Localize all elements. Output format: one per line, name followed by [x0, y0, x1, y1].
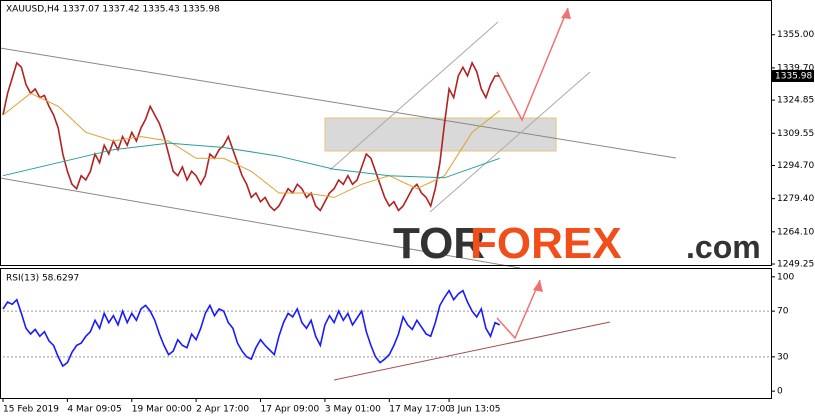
- x-tick-label: 2 Apr 17:00: [196, 405, 249, 415]
- series-line: [2, 60, 500, 212]
- y-tick-label: 1264.10: [777, 227, 814, 237]
- price-label: 1335.98: [775, 71, 812, 81]
- chart-title: XAUUSD,H4 1337.07 1337.42 1335.43 1335.9…: [6, 5, 220, 15]
- y-tick-label: 1279.40: [777, 194, 814, 204]
- arrow-head: [533, 280, 543, 292]
- y-tick-label: 1294.70: [777, 161, 814, 171]
- panel-border: [0, 268, 772, 399]
- x-tick-label: 3 May 01:00: [325, 405, 381, 415]
- arrow-head: [561, 8, 571, 19]
- y-tick-label: 100: [777, 272, 794, 282]
- annotations: [0, 7, 677, 381]
- channel-line: [0, 177, 521, 269]
- x-tick-label: 3 Jun 13:05: [449, 405, 500, 415]
- forecast-arrow: [496, 7, 569, 122]
- y-tick-label: 1339.70: [777, 63, 814, 73]
- channel-line: [0, 47, 677, 159]
- y-tick-label: 1309.55: [777, 129, 814, 139]
- y-tick-label: 1355.00: [777, 30, 814, 40]
- series-line: [2, 142, 500, 179]
- chart-title: RSI(13) 58.6297: [6, 274, 79, 284]
- forecast-arrow: [496, 279, 541, 340]
- watermark: TOR: [393, 219, 485, 268]
- y-tick-label: 1324.85: [777, 96, 814, 106]
- series-line: [2, 92, 501, 198]
- rsi-trendline: [333, 321, 611, 381]
- x-tick-label: 4 Mar 09:05: [67, 405, 121, 415]
- y-tick-label: 0: [777, 387, 783, 397]
- y-tick-label: 1249.25: [777, 260, 814, 270]
- x-tick-label: 15 Feb 2019: [3, 405, 59, 415]
- y-tick-label: 70: [777, 307, 789, 317]
- zone-box: [324, 117, 557, 152]
- channel-line: [429, 71, 591, 213]
- price-label-bg: [772, 69, 814, 82]
- series-line: [2, 289, 501, 368]
- x-tick-label: 19 Mar 00:00: [132, 405, 192, 415]
- watermark: .com: [686, 229, 761, 265]
- y-tick-label: 30: [777, 352, 789, 362]
- watermark: FOREX: [470, 219, 622, 268]
- channel-line: [329, 21, 499, 171]
- x-tick-label: 17 Apr 09:00: [261, 405, 320, 415]
- x-tick-label: 17 May 17:00: [389, 405, 451, 415]
